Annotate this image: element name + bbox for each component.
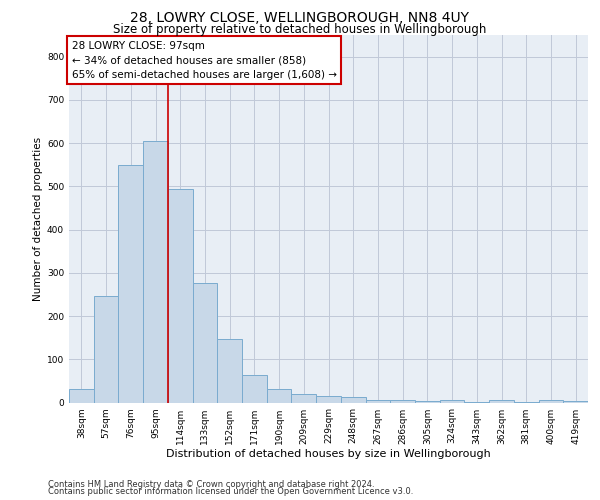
Bar [69, 388, 94, 402]
Bar [242, 376, 267, 402]
Bar [563, 401, 588, 402]
Bar [267, 389, 292, 402]
Bar [415, 401, 440, 402]
Bar [143, 142, 168, 402]
Text: Size of property relative to detached houses in Wellingborough: Size of property relative to detached ho… [113, 24, 487, 36]
Text: 28, LOWRY CLOSE, WELLINGBOROUGH, NN8 4UY: 28, LOWRY CLOSE, WELLINGBOROUGH, NN8 4UY [131, 11, 470, 25]
Text: Contains public sector information licensed under the Open Government Licence v3: Contains public sector information licen… [48, 487, 413, 496]
Bar [292, 394, 316, 402]
Bar [118, 165, 143, 402]
Bar [217, 339, 242, 402]
Bar [316, 396, 341, 402]
Bar [94, 296, 118, 403]
Text: Contains HM Land Registry data © Crown copyright and database right 2024.: Contains HM Land Registry data © Crown c… [48, 480, 374, 489]
Bar [539, 400, 563, 402]
Bar [489, 400, 514, 402]
Bar [168, 190, 193, 402]
X-axis label: Distribution of detached houses by size in Wellingborough: Distribution of detached houses by size … [166, 450, 491, 460]
Bar [341, 398, 365, 402]
Bar [193, 282, 217, 403]
Bar [365, 400, 390, 402]
Bar [390, 400, 415, 402]
Y-axis label: Number of detached properties: Number of detached properties [33, 136, 43, 301]
Text: 28 LOWRY CLOSE: 97sqm
← 34% of detached houses are smaller (858)
65% of semi-det: 28 LOWRY CLOSE: 97sqm ← 34% of detached … [71, 40, 337, 80]
Bar [440, 400, 464, 402]
